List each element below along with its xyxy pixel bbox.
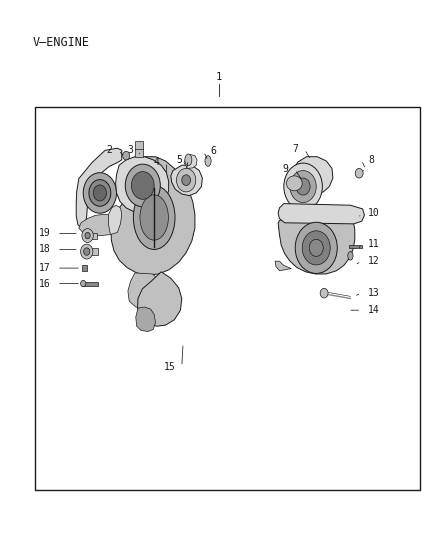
Text: 10: 10 [368, 208, 380, 218]
Text: 4: 4 [154, 157, 160, 167]
Polygon shape [111, 157, 195, 275]
Bar [349, 245, 362, 248]
Ellipse shape [140, 195, 168, 240]
Text: 18: 18 [39, 245, 50, 254]
Text: 6: 6 [210, 147, 216, 156]
Circle shape [302, 231, 330, 265]
Circle shape [320, 288, 328, 298]
Bar [135, 141, 143, 157]
Circle shape [290, 171, 316, 203]
Text: 1: 1 [216, 72, 222, 82]
Text: 16: 16 [39, 279, 50, 288]
Circle shape [84, 248, 90, 255]
Polygon shape [275, 261, 291, 271]
Polygon shape [171, 165, 202, 196]
Circle shape [81, 280, 86, 287]
Polygon shape [116, 157, 169, 213]
Circle shape [177, 168, 196, 192]
Text: 13: 13 [368, 288, 380, 298]
Polygon shape [79, 214, 119, 236]
Circle shape [123, 151, 130, 160]
Ellipse shape [205, 156, 211, 166]
Circle shape [125, 164, 160, 207]
Bar [88, 248, 98, 255]
Text: 5: 5 [176, 155, 182, 165]
Text: 15: 15 [163, 362, 175, 372]
Circle shape [284, 163, 322, 210]
Polygon shape [278, 219, 355, 274]
Text: 17: 17 [39, 263, 50, 273]
Polygon shape [293, 157, 333, 194]
Circle shape [83, 173, 117, 213]
Circle shape [82, 229, 93, 243]
Polygon shape [184, 155, 197, 168]
Text: 11: 11 [368, 239, 380, 249]
Circle shape [182, 175, 191, 185]
Text: 8: 8 [368, 155, 374, 165]
Ellipse shape [286, 176, 302, 191]
Circle shape [81, 244, 93, 259]
Text: 12: 12 [368, 256, 380, 266]
Circle shape [309, 239, 323, 256]
Bar [82, 282, 98, 286]
Bar [89, 233, 97, 239]
Text: 14: 14 [368, 305, 380, 315]
Text: 19: 19 [39, 229, 50, 238]
Circle shape [89, 180, 111, 206]
Circle shape [85, 232, 90, 239]
Circle shape [296, 178, 310, 195]
Circle shape [131, 172, 154, 199]
Ellipse shape [133, 185, 175, 249]
Bar [35, 107, 420, 490]
Polygon shape [278, 204, 364, 224]
Polygon shape [138, 272, 182, 326]
Circle shape [295, 222, 337, 273]
Circle shape [93, 185, 106, 201]
Ellipse shape [185, 154, 192, 166]
Bar [82, 265, 87, 271]
Polygon shape [76, 148, 122, 228]
Text: 9: 9 [283, 165, 288, 174]
Polygon shape [136, 307, 155, 332]
Polygon shape [128, 273, 163, 309]
Text: V–ENGINE: V–ENGINE [33, 36, 90, 49]
Circle shape [355, 168, 363, 178]
Text: 3: 3 [128, 146, 134, 155]
Polygon shape [109, 205, 122, 235]
Ellipse shape [348, 252, 353, 260]
Text: 7: 7 [292, 144, 298, 154]
Text: 2: 2 [106, 146, 112, 155]
